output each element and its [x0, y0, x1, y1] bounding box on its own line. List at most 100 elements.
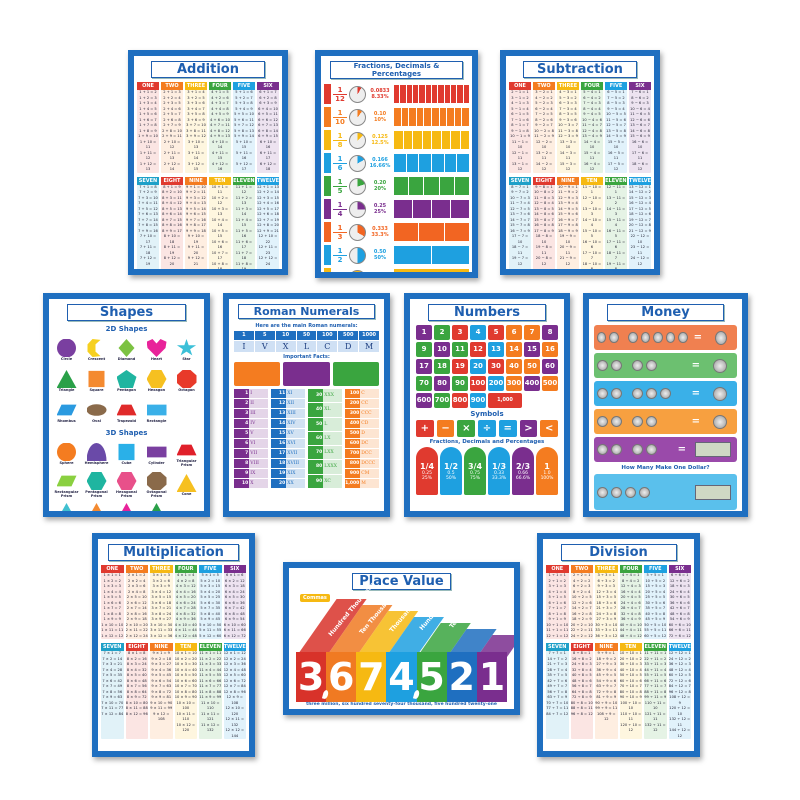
roman-row: 400 CD [345, 419, 379, 429]
equation: 21 ÷ 3 = 7 [596, 606, 617, 610]
roman-row: 4 IV [234, 419, 268, 429]
number-tile: 16 [542, 342, 558, 357]
equation: 9 × 9 = 81 [151, 695, 172, 699]
coin-icon [597, 332, 607, 343]
equation: 132 ÷ 12 = 11 [669, 717, 691, 727]
place-value-caption: three million, six hundred seventy-four … [306, 702, 497, 707]
numeral: D [361, 431, 365, 436]
symbol-tile: × [457, 420, 476, 437]
equation: 1 + 2 = 3 [139, 95, 157, 100]
equation: 10 ÷ 10 = 1 [619, 651, 642, 655]
equation: 10 ÷ 5 = 2 [645, 578, 666, 583]
bar-segment [394, 177, 409, 195]
equation: 11 − 7 = 4 [510, 201, 530, 205]
equation: 11 + 8 = 19 [235, 261, 253, 270]
equation: 11 + 5 = 16 [235, 228, 253, 239]
column-header: SIX [223, 565, 246, 573]
equation: 6 × 1 = 6 [226, 573, 244, 577]
equation: 12 + 9 = 21 [256, 228, 279, 233]
equation: 11 + 6 = 17 [235, 239, 253, 250]
coin-icon [625, 486, 636, 498]
decimal: 0.125 [372, 134, 388, 140]
column-header: SIX [629, 82, 651, 90]
equation: 10 × 6 = 60 [174, 678, 197, 683]
equation: 36 ÷ 12 = 3 [668, 662, 691, 666]
equation: 7 + 12 = 19 [139, 256, 157, 266]
symbol-tile: ÷ [478, 420, 496, 437]
row-tag [324, 153, 331, 173]
equation: 4 × 7 = 28 [175, 606, 196, 610]
roman-column: 11 XI 12 XII 13 XIII 14 XIV 15 XV 16 XVI 17 XVII 18 XVI… [271, 389, 305, 490]
equation: 3 + 5 = 8 [187, 112, 205, 116]
equation: 4 × 1 = 4 [177, 573, 195, 577]
equation: 2 − 1 = 1 [511, 90, 529, 94]
equation: 8 × 3 = 24 [126, 662, 147, 666]
roman-row: 30 XXX [308, 389, 342, 404]
equation: 8 − 2 = 6 [535, 117, 553, 122]
shape-octagon: Octagon [172, 366, 201, 396]
equation: 24 − 12 = 12 [630, 256, 650, 266]
numerator: 1 [337, 154, 343, 163]
column-header: FOUR [581, 82, 603, 90]
shape-label: Rectangle [146, 419, 167, 423]
equation: 12 × 1 = 12 [223, 651, 246, 655]
equation: 5 × 8 = 40 [200, 611, 221, 616]
equation: 3 × 5 = 15 [151, 595, 172, 599]
bar-segment [451, 200, 469, 218]
circle-icon [56, 443, 77, 461]
money-question: How Many Make One Dollar? [621, 465, 710, 471]
equation: 9 + 11 = 20 [187, 245, 205, 255]
numeral: VIII [250, 461, 259, 466]
equation: 15 ÷ 5 = 3 [645, 584, 666, 588]
equation: 6 × 12 = 72 [223, 633, 246, 638]
numeral: XIX [287, 471, 296, 476]
equation: 1 × 9 = 9 [103, 617, 121, 621]
symbol-tile: − [436, 420, 455, 437]
equation: 16 ÷ 8 = 2 [571, 656, 592, 661]
equation: 13 − 5 = 8 [606, 128, 626, 133]
equation: 88 ÷ 8 = 11 [570, 706, 593, 710]
bar-segment [400, 85, 406, 103]
fraction-card: 1 1.0 100% [536, 447, 558, 495]
equation: 30 ÷ 5 = 6 [645, 600, 666, 605]
shape-label: Sphere [59, 461, 74, 465]
equation: 110 ÷ 11 = 10 [644, 700, 666, 711]
equation: 2 + 5 = 7 [163, 112, 181, 116]
column-header: THREE [150, 565, 173, 573]
shape-label: Octagonal Prism [146, 490, 167, 498]
decimal: 0.25 [373, 203, 387, 209]
equation: 11 × 9 = 99 [199, 695, 222, 699]
equation: 4 + 4 = 8 [211, 106, 229, 111]
equation: 11 × 5 = 55 [199, 673, 222, 677]
equation: 12 + 4 = 16 [256, 201, 279, 205]
equation: 50 ÷ 5 = 10 [644, 622, 667, 627]
equation: 4 × 9 = 36 [175, 617, 196, 621]
symbols-title: Symbols [470, 410, 504, 418]
table-column: EIGHT 9 − 8 = 1 10 − 8 = 2 11 − 8 = 3 12 − 8… [532, 176, 555, 269]
equation: 7 + 4 = 11 [138, 201, 158, 205]
equation: 3 × 3 = 9 [152, 584, 170, 588]
equation: 12 + 12 = 24 [258, 256, 278, 266]
equation: 10 × 3 = 30 [174, 662, 197, 666]
equation: 12 − 1 = 11 [511, 150, 529, 161]
roman-row: 40 XL [308, 403, 342, 418]
equation: 90 ÷ 10 = 9 [619, 695, 642, 699]
roman-numeral: M [359, 341, 379, 352]
equation: 12 × 2 = 24 [223, 656, 246, 661]
circle-icon [56, 339, 77, 357]
bar-segment [394, 108, 401, 126]
equation: 2 + 12 = 14 [163, 161, 181, 172]
equation: 20 ÷ 2 = 10 [570, 622, 593, 627]
numeral: C [361, 391, 365, 396]
coin-icon [715, 330, 727, 345]
symbol-tile: + [416, 420, 434, 437]
equation: 13 − 2 = 11 [535, 150, 553, 161]
equation: 2 × 9 = 18 [126, 617, 147, 621]
percent: 20% [374, 186, 386, 192]
percent: 100% [540, 476, 554, 481]
equation: 10 × 4 = 40 [174, 667, 197, 672]
shape-label: Circle [60, 357, 73, 361]
